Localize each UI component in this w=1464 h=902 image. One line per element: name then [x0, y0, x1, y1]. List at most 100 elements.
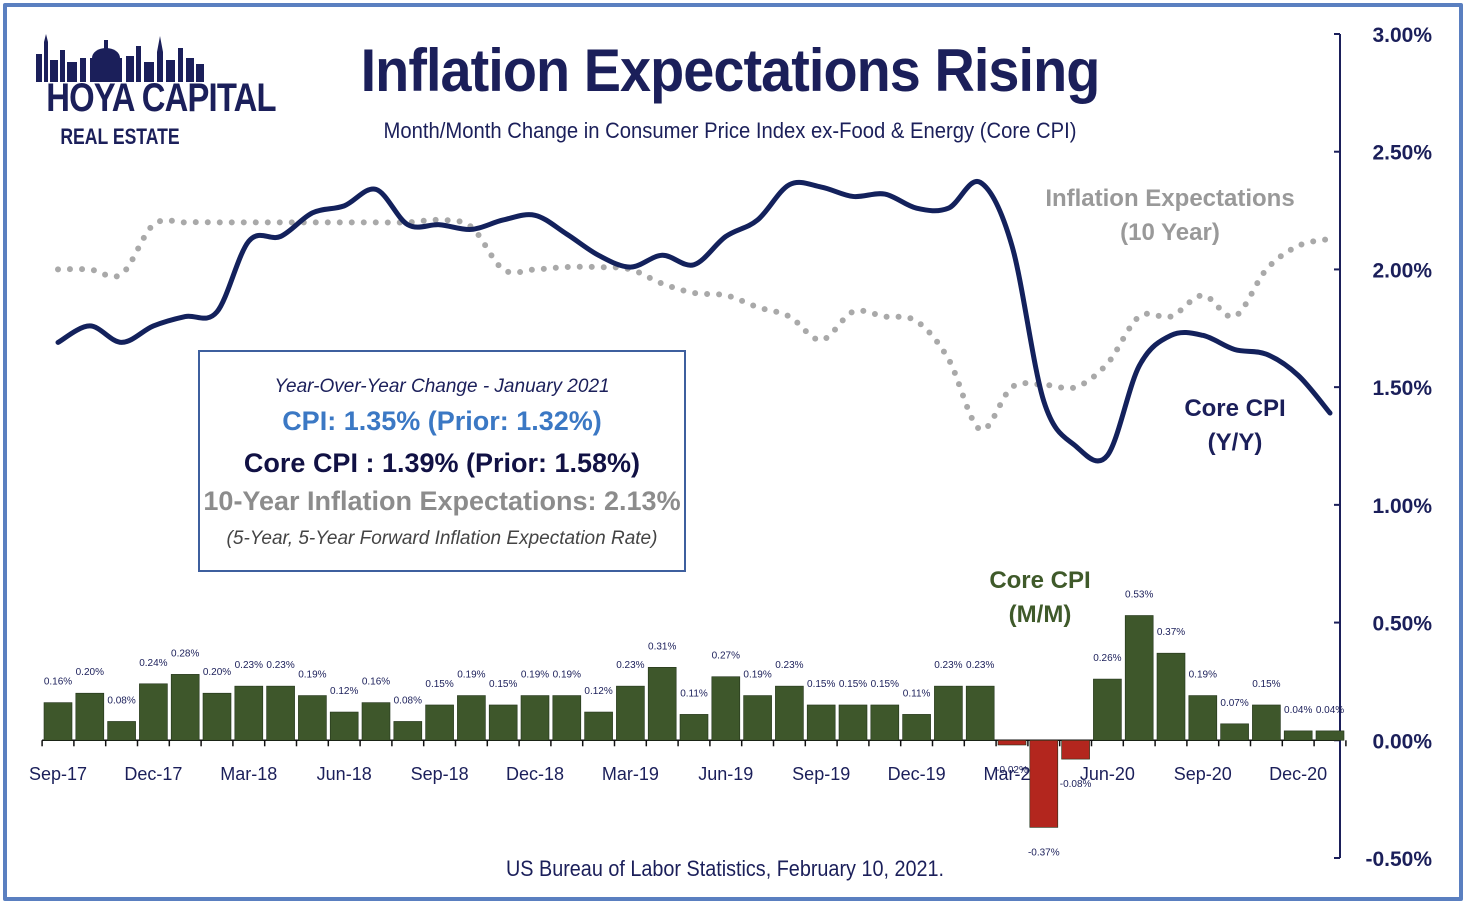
core-cpi-mm-bar	[43, 702, 73, 741]
x-tick-label: Dec-18	[506, 764, 564, 784]
core-cpi-mm-data-label: 0.28%	[171, 648, 199, 659]
core-cpi-mm-data-label: 0.12%	[330, 686, 358, 697]
core-cpi-mm-data-label: 0.26%	[1093, 653, 1121, 664]
x-tick-label: Sep-20	[1174, 764, 1232, 784]
core-cpi-mm-data-label: 0.12%	[584, 686, 612, 697]
core-cpi-mm-bar	[997, 739, 1027, 746]
summary-cpi: CPI: 1.35% (Prior: 1.32%)	[282, 406, 602, 436]
core-yy-series-label-line1: Core CPI	[1184, 395, 1286, 422]
core-cpi-mm-bar	[806, 704, 836, 741]
core-cpi-mm-data-label: 0.27%	[712, 651, 740, 662]
core-cpi-mm-data-label: 0.15%	[1252, 679, 1280, 690]
x-tick-label: Dec-20	[1269, 764, 1327, 784]
chart-frame	[3, 3, 1463, 901]
core-cpi-mm-data-label: 0.07%	[1220, 698, 1248, 709]
core-cpi-mm-bar	[457, 695, 486, 741]
core-cpi-mm-bar	[934, 685, 963, 741]
y-tick-label: 1.50%	[1372, 377, 1432, 400]
core-cpi-mm-bar	[266, 685, 295, 741]
x-tick-label: Dec-17	[124, 764, 182, 784]
core-cpi-mm-bar	[584, 711, 613, 741]
core-cpi-mm-bar	[1029, 739, 1059, 828]
core-cpi-mm-bar	[107, 721, 136, 741]
x-tick-label: Mar-20	[983, 764, 1040, 784]
core-mm-series-label-line1: Core CPI	[989, 567, 1091, 594]
core-cpi-mm-data-label: 0.15%	[807, 679, 835, 690]
core-cpi-mm-data-label: 0.23%	[266, 660, 294, 671]
core-cpi-yy-line	[55, 179, 1333, 464]
core-cpi-mm-data-label: 0.31%	[648, 641, 676, 652]
core-cpi-mm-data-label: 0.19%	[457, 670, 485, 681]
core-cpi-mm-data-label: 0.16%	[362, 677, 390, 688]
core-cpi-mm-data-label: 0.19%	[1189, 670, 1217, 681]
x-tick-label: Sep-18	[411, 764, 469, 784]
core-cpi-mm-data-label: -0.37%	[1028, 847, 1060, 858]
core-cpi-mm-bar	[75, 692, 105, 741]
core-cpi-mm-data-label: 0.23%	[934, 660, 962, 671]
core-cpi-mm-bar	[711, 676, 741, 741]
core-cpi-mm-bar	[234, 685, 264, 741]
core-cpi-mm-data-label: 0.20%	[203, 667, 231, 678]
core-mm-series-label-line2: (M/M)	[1008, 601, 1072, 628]
core-mm-series-label: Core CPI (M/M)	[980, 564, 1100, 632]
core-cpi-mm-data-label: 0.08%	[107, 695, 135, 706]
core-cpi-mm-data-label: 0.15%	[425, 679, 453, 690]
core-cpi-mm-bar	[870, 704, 900, 741]
core-cpi-mm-bar	[679, 714, 709, 741]
chart-title: Inflation Expectations Rising	[360, 37, 1101, 104]
core-cpi-mm-data-label: 0.15%	[871, 679, 899, 690]
core-cpi-mm-bar	[1283, 730, 1313, 741]
core-cpi-mm-data-label: 0.19%	[743, 670, 771, 681]
core-cpi-mm-bar	[361, 702, 391, 741]
core-cpi-mm-bar	[329, 711, 359, 741]
core-cpi-mm-data-label: 0.19%	[521, 670, 549, 681]
core-cpi-mm-data-label: 0.19%	[298, 670, 326, 681]
core-cpi-mm-data-label: 0.04%	[1316, 705, 1344, 716]
core-yy-series-label-line2: (Y/Y)	[1207, 429, 1263, 456]
y-tick-label: 0.00%	[1372, 730, 1432, 753]
x-tick-label: Sep-19	[792, 764, 850, 784]
x-tick-label: Sep-17	[29, 764, 87, 784]
inflation-series-label: Inflation Expectations (10 Year)	[1040, 182, 1300, 250]
core-cpi-mm-data-label: 0.37%	[1157, 627, 1185, 638]
core-cpi-mm-bar	[1252, 704, 1281, 741]
core-cpi-mm-bar	[1093, 678, 1122, 741]
core-cpi-mm-bar	[902, 714, 931, 741]
y-tick-label: 0.50%	[1372, 613, 1432, 636]
core-cpi-mm-data-label: -0.08%	[1060, 779, 1092, 790]
core-cpi-mm-data-label: 0.23%	[775, 660, 803, 671]
y-tick-label: 1.00%	[1372, 495, 1432, 518]
core-cpi-mm-data-label: 0.11%	[680, 688, 708, 699]
x-tick-label: Jun-18	[317, 764, 372, 784]
core-cpi-mm-data-label: 0.11%	[903, 688, 931, 699]
y-tick-label: -0.50%	[1365, 848, 1432, 871]
core-cpi-mm-bar	[838, 704, 868, 741]
core-cpi-mm-data-label: 0.16%	[44, 677, 72, 688]
core-cpi-mm-bar	[425, 704, 454, 741]
y-tick-label: 2.50%	[1372, 142, 1432, 165]
skyline-icon	[36, 34, 204, 82]
core-cpi-mm-bar	[1124, 615, 1154, 741]
y-tick-label: 2.00%	[1372, 259, 1432, 282]
core-cpi-mm-bar	[202, 692, 232, 741]
core-cpi-mm-bar	[1061, 739, 1090, 760]
core-cpi-mm-bar	[488, 704, 518, 741]
x-tick-label: Dec-19	[888, 764, 946, 784]
inflation-series-label-line2: (10 Year)	[1120, 219, 1220, 246]
core-cpi-mm-data-label: 0.19%	[553, 670, 581, 681]
summary-heading: Year-Over-Year Change - January 2021	[274, 376, 610, 397]
hoya-capital-logo: HOYA CAPITAL REAL ESTATE	[30, 32, 277, 152]
summary-core-cpi: Core CPI : 1.39% (Prior: 1.58%)	[243, 448, 641, 478]
core-cpi-mm-data-label: 0.15%	[839, 679, 867, 690]
core-cpi-mm-bar	[616, 685, 645, 741]
core-cpi-mm-data-label: 0.23%	[966, 660, 994, 671]
core-cpi-mm-data-label: 0.23%	[616, 660, 644, 671]
core-cpi-mm-bar	[647, 667, 677, 741]
core-cpi-mm-bar	[1220, 723, 1249, 741]
core-cpi-mm-data-label: 0.04%	[1284, 705, 1312, 716]
core-cpi-mm-data-label: -0.02%	[996, 765, 1028, 776]
inflation-expectations-line	[55, 216, 1333, 433]
x-tick-label: Jun-19	[698, 764, 753, 784]
core-cpi-mm-bar	[170, 674, 200, 741]
